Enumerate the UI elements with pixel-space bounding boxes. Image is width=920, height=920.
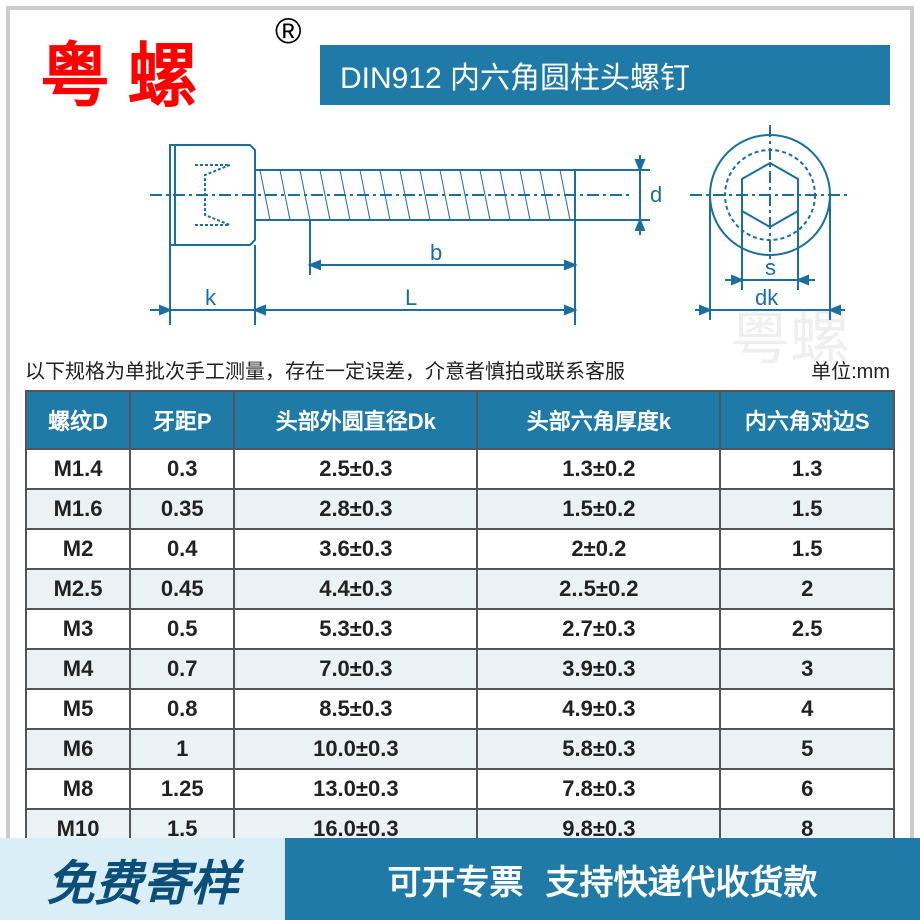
- table-cell: 1.5: [720, 489, 894, 529]
- table-cell: 1.5: [720, 529, 894, 569]
- table-cell: 6: [720, 769, 894, 809]
- note-right: 单位:mm: [811, 355, 890, 384]
- label-d: d: [650, 182, 662, 207]
- label-dk: dk: [755, 285, 779, 310]
- table-cell: 1.3: [720, 449, 894, 489]
- table-cell: 3.9±0.3: [477, 649, 720, 689]
- table-cell: M2.5: [26, 569, 130, 609]
- table-cell: M1.6: [26, 489, 130, 529]
- table-row: M2.50.454.4±0.32..5±0.22: [26, 569, 894, 609]
- table-cell: 10.0±0.3: [234, 729, 477, 769]
- label-s: s: [765, 255, 776, 280]
- table-cell: 3.6±0.3: [234, 529, 477, 569]
- col-s: 内六角对边S: [720, 391, 894, 449]
- table-cell: 4: [720, 689, 894, 729]
- table-cell: 0.3: [130, 449, 234, 489]
- table-cell: 13.0±0.3: [234, 769, 477, 809]
- footer-services: 可开专票 支持快递代收货款: [285, 838, 920, 920]
- label-b: b: [430, 240, 442, 265]
- title-text: DIN912 内六角圆柱头螺钉: [340, 53, 690, 97]
- table-cell: M1.4: [26, 449, 130, 489]
- footer-cod: 支持快递代收货款: [546, 855, 818, 904]
- table-cell: 2±0.2: [477, 529, 720, 569]
- brand-logo: 粤 螺: [40, 20, 198, 121]
- table-cell: 7.0±0.3: [234, 649, 477, 689]
- table-cell: 0.5: [130, 609, 234, 649]
- note-left: 以下规格为单批次手工测量，存在一定误差，介意者慎拍或联系客服: [25, 355, 625, 384]
- table-cell: 3: [720, 649, 894, 689]
- footer-free-sample: 免费寄样: [0, 838, 285, 920]
- table-cell: 5: [720, 729, 894, 769]
- table-cell: 8.5±0.3: [234, 689, 477, 729]
- table-cell: 2.7±0.3: [477, 609, 720, 649]
- table-cell: 2.8±0.3: [234, 489, 477, 529]
- col-pitch: 牙距P: [130, 391, 234, 449]
- registered-icon: ®: [275, 10, 302, 52]
- col-thread: 螺纹D: [26, 391, 130, 449]
- table-cell: 2.5: [720, 609, 894, 649]
- table-cell: 5.3±0.3: [234, 609, 477, 649]
- table-row: M1.40.32.5±0.31.3±0.21.3: [26, 449, 894, 489]
- table-cell: 1: [130, 729, 234, 769]
- table-cell: M2: [26, 529, 130, 569]
- spec-table: 螺纹D 牙距P 头部外圆直径Dk 头部六角厚度k 内六角对边S M1.40.32…: [25, 390, 895, 868]
- table-header-row: 螺纹D 牙距P 头部外圆直径Dk 头部六角厚度k 内六角对边S: [26, 391, 894, 449]
- table-cell: 1.3±0.2: [477, 449, 720, 489]
- note-row: 以下规格为单批次手工测量，存在一定误差，介意者慎拍或联系客服 单位:mm: [25, 355, 890, 384]
- table-cell: 5.8±0.3: [477, 729, 720, 769]
- table-cell: 0.4: [130, 529, 234, 569]
- table-cell: 2..5±0.2: [477, 569, 720, 609]
- table-cell: 1.5±0.2: [477, 489, 720, 529]
- table-cell: M8: [26, 769, 130, 809]
- table-row: M20.43.6±0.32±0.21.5: [26, 529, 894, 569]
- table-row: M30.55.3±0.32.7±0.32.5: [26, 609, 894, 649]
- technical-diagram: d b k L s dk: [30, 115, 890, 350]
- table-cell: M4: [26, 649, 130, 689]
- table-cell: 0.45: [130, 569, 234, 609]
- table-cell: M6: [26, 729, 130, 769]
- table-row: M50.88.5±0.34.9±0.34: [26, 689, 894, 729]
- table-row: M1.60.352.8±0.31.5±0.21.5: [26, 489, 894, 529]
- label-k: k: [205, 285, 217, 310]
- title-bar: DIN912 内六角圆柱头螺钉: [320, 45, 890, 105]
- table-row: M81.2513.0±0.37.8±0.36: [26, 769, 894, 809]
- footer-banner: 免费寄样 可开专票 支持快递代收货款: [0, 838, 920, 920]
- col-k: 头部六角厚度k: [477, 391, 720, 449]
- table-cell: 7.8±0.3: [477, 769, 720, 809]
- table-cell: 0.35: [130, 489, 234, 529]
- footer-invoice: 可开专票: [388, 855, 524, 904]
- table-cell: 2.5±0.3: [234, 449, 477, 489]
- table-cell: 2: [720, 569, 894, 609]
- table-cell: 1.25: [130, 769, 234, 809]
- table-cell: M3: [26, 609, 130, 649]
- table-cell: 4.9±0.3: [477, 689, 720, 729]
- table-row: M40.77.0±0.33.9±0.33: [26, 649, 894, 689]
- table-row: M6110.0±0.35.8±0.35: [26, 729, 894, 769]
- table-cell: 0.7: [130, 649, 234, 689]
- table-cell: 0.8: [130, 689, 234, 729]
- col-dk: 头部外圆直径Dk: [234, 391, 477, 449]
- table-cell: M5: [26, 689, 130, 729]
- table-cell: 4.4±0.3: [234, 569, 477, 609]
- label-L: L: [405, 285, 417, 310]
